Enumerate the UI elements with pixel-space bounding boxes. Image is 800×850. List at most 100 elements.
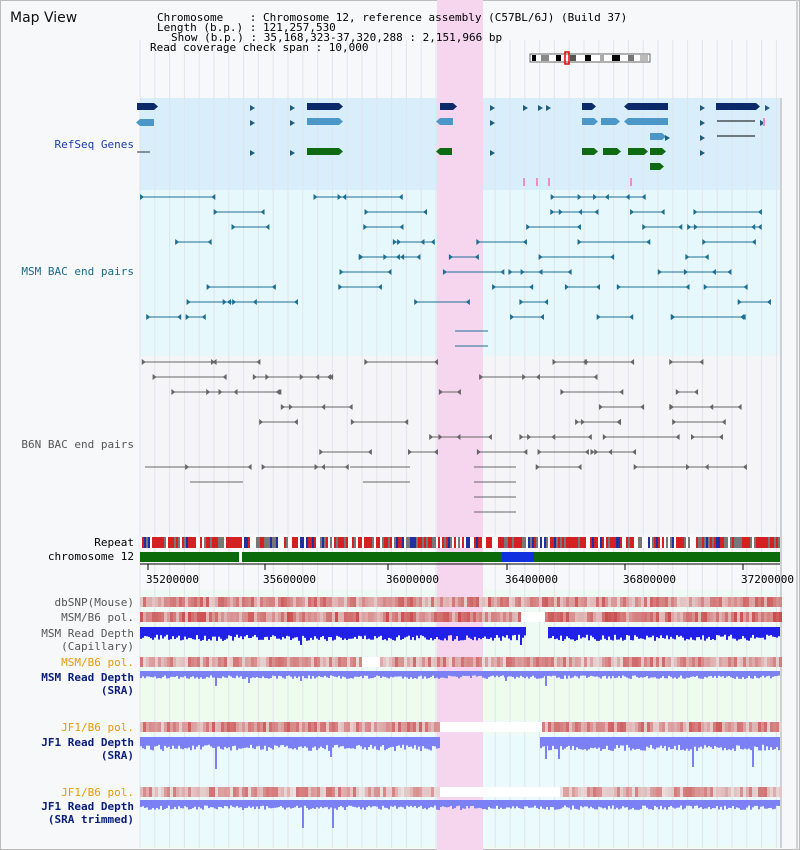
depth-bar — [738, 671, 740, 679]
heat-bin — [383, 597, 386, 607]
depth-bar — [256, 737, 258, 747]
depth-bar — [372, 627, 374, 640]
repeat-bin — [176, 537, 178, 548]
depth-bar — [756, 737, 758, 747]
heat-bin — [338, 597, 341, 607]
track-label-jf1-b6-pol[interactable]: JF1/B6 pol. — [61, 721, 134, 734]
repeat-bin — [642, 537, 644, 548]
heat-bin — [413, 612, 416, 622]
heat-bin — [569, 612, 572, 622]
heat-bin — [590, 722, 593, 732]
depth-bar — [404, 671, 406, 677]
track-label-jf1-b6-pol-trimmed[interactable]: JF1/B6 pol. — [61, 786, 134, 799]
depth-bar — [222, 800, 224, 809]
heat-bin — [404, 787, 407, 797]
depth-bar — [370, 671, 372, 679]
repeat-bin — [178, 537, 180, 548]
gene-tick-arrow — [290, 105, 295, 111]
heat-bin — [728, 787, 731, 797]
depth-bar — [722, 627, 724, 637]
depth-bar — [488, 671, 490, 678]
heat-bin — [290, 787, 293, 797]
heat-bin — [446, 597, 449, 607]
gene-tick-arrow — [700, 135, 705, 141]
gene-tick-arrow — [700, 105, 705, 111]
heat-bin — [353, 787, 356, 797]
track-label-jf1-read-depth[interactable]: JF1 Read Depth — [41, 736, 134, 749]
heat-bin — [479, 657, 482, 667]
depth-bar — [486, 671, 488, 679]
depth-bar — [336, 627, 338, 636]
track-label-b6n-bac[interactable]: B6N BAC end pairs — [21, 438, 134, 451]
heat-bin — [389, 722, 392, 732]
bac-end — [476, 449, 481, 455]
depth-bar — [424, 800, 426, 809]
depth-bar — [396, 737, 398, 746]
heat-bin — [389, 657, 392, 667]
depth-bar — [194, 627, 196, 640]
repeat-bin — [242, 537, 244, 548]
depth-bar — [730, 800, 732, 808]
page-title: Map View — [10, 10, 78, 26]
bac-end — [522, 239, 527, 245]
depth-bar — [174, 671, 176, 677]
repeat-bin — [580, 537, 582, 548]
track-label-jf1-read-depth-trimmed[interactable]: JF1 Read Depth — [41, 800, 134, 813]
bac-end — [364, 359, 369, 365]
depth-bar — [462, 671, 464, 676]
depth-bar — [724, 737, 726, 748]
repeat-bin — [204, 537, 206, 548]
heat-bin — [362, 597, 365, 607]
track-label-refseq-genes[interactable]: RefSeq Genes — [54, 138, 134, 151]
heat-bin — [689, 612, 692, 622]
track-label-msm-read-depth-capillary[interactable]: MSM Read Depth — [41, 627, 134, 640]
heat-bin — [407, 597, 410, 607]
heat-bin — [779, 722, 782, 732]
track-label-msm-b6-pol[interactable]: MSM/B6 pol. — [61, 611, 134, 624]
repeat-bin — [328, 537, 330, 548]
heat-bin — [251, 787, 254, 797]
heat-bin — [680, 657, 683, 667]
repeat-bin — [494, 537, 496, 548]
heat-bin — [359, 597, 362, 607]
depth-bar — [272, 671, 274, 676]
heat-bin — [587, 722, 590, 732]
depth-bar — [584, 800, 586, 807]
heat-bin — [779, 787, 782, 797]
repeat-bin — [542, 537, 544, 548]
depth-bar — [650, 671, 652, 678]
depth-bar — [656, 800, 658, 808]
depth-bar — [182, 800, 184, 809]
heat-bin — [626, 657, 629, 667]
track-label-msm-read-depth-sra[interactable]: MSM Read Depth — [41, 671, 134, 684]
repeat-bin — [302, 537, 304, 548]
heat-bin — [563, 597, 566, 607]
depth-bar — [236, 737, 238, 751]
heat-bin — [428, 657, 431, 667]
repeat-bin — [390, 537, 392, 548]
track-label-msm-b6-pol-sra[interactable]: MSM/B6 pol. — [61, 656, 134, 669]
heat-bin — [677, 722, 680, 732]
heat-bin — [458, 722, 461, 732]
track-label-msm-bac[interactable]: MSM BAC end pairs — [21, 265, 134, 278]
heat-bin — [512, 657, 515, 667]
heat-bin — [401, 657, 404, 667]
heat-bin — [302, 597, 305, 607]
heat-bin — [479, 722, 482, 732]
heat-bin — [692, 787, 695, 797]
heat-bin — [215, 722, 218, 732]
heat-bin — [425, 597, 428, 607]
heat-bin — [578, 612, 581, 622]
depth-bar — [636, 737, 638, 749]
heat-bin — [386, 787, 389, 797]
repeat-bin — [346, 537, 348, 548]
depth-bar — [332, 671, 334, 677]
track-label-dbsnp[interactable]: dbSNP(Mouse) — [54, 596, 134, 609]
depth-bar — [480, 671, 482, 676]
bac-end — [313, 194, 318, 200]
repeat-bin — [234, 537, 236, 548]
repeat-bin — [296, 537, 298, 548]
depth-bar — [592, 627, 594, 638]
heat-bin — [719, 657, 722, 667]
depth-bar — [446, 671, 448, 679]
